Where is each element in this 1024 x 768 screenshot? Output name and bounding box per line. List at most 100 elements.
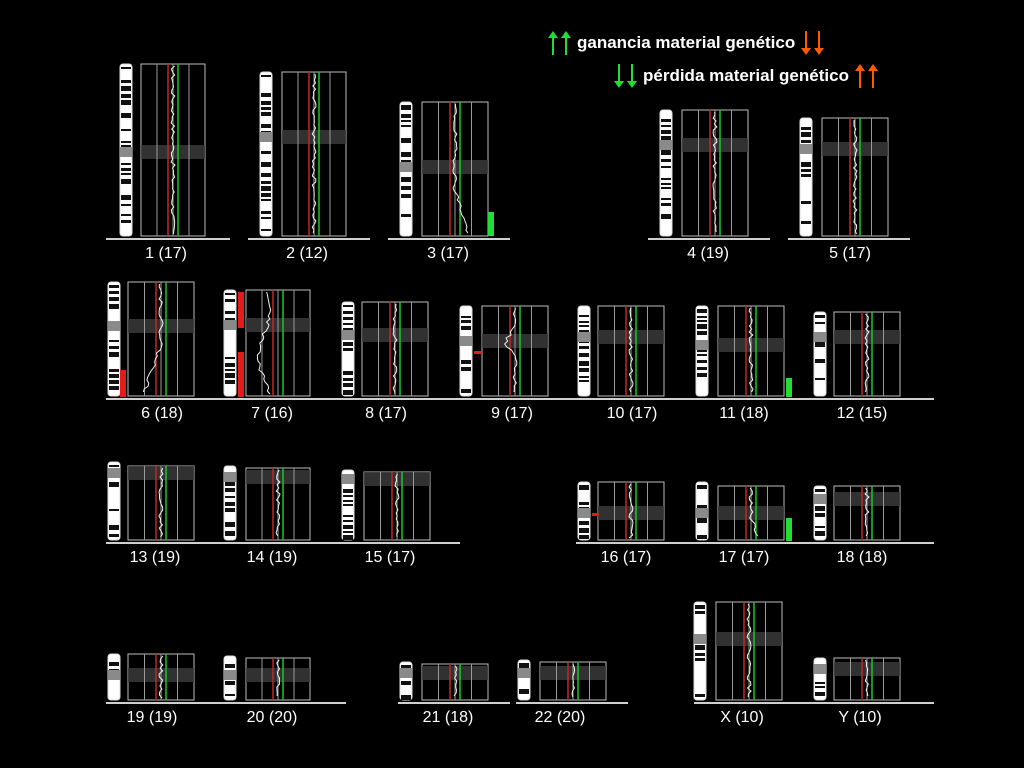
idiogram-band <box>697 373 707 377</box>
idiogram-band <box>109 380 119 384</box>
centromere <box>460 336 472 346</box>
idiogram-band <box>261 211 271 214</box>
idiogram-band <box>815 692 825 696</box>
loss-bar <box>120 370 126 397</box>
profile-trace <box>864 659 869 697</box>
idiogram-band <box>225 363 235 367</box>
idiogram-band <box>225 299 235 302</box>
idiogram-band <box>343 515 353 517</box>
idiogram-band <box>109 509 119 511</box>
idiogram-band <box>801 132 811 137</box>
idiogram-band <box>109 291 119 294</box>
profile-trace <box>170 65 176 235</box>
idiogram-band <box>695 653 705 656</box>
idiogram-band <box>343 371 353 375</box>
legend-gain: ganancia material genético <box>548 31 825 55</box>
profile-trace <box>453 665 458 697</box>
idiogram-band <box>121 67 131 69</box>
idiogram-band <box>109 340 119 342</box>
chromosome-label: X (10) <box>720 709 764 726</box>
chromosome-baseline <box>222 702 346 704</box>
idiogram-band <box>461 326 471 330</box>
idiogram <box>107 281 121 397</box>
chromosome-label: 9 (17) <box>491 405 533 422</box>
idiogram-band <box>343 489 353 493</box>
idiogram-band <box>661 150 671 155</box>
centromere <box>260 132 272 142</box>
centromere <box>224 320 236 330</box>
idiogram-band <box>343 348 353 351</box>
idiogram-band <box>343 525 353 529</box>
idiogram-band <box>401 105 411 110</box>
idiogram-band <box>579 376 589 378</box>
chromosome-baseline <box>106 702 230 704</box>
idiogram-band <box>225 380 235 384</box>
idiogram-band <box>109 304 119 309</box>
idiogram-band <box>343 317 353 320</box>
idiogram-band <box>261 229 271 231</box>
idiogram-band <box>519 689 529 694</box>
idiogram-band <box>401 177 411 182</box>
chromosome-baseline <box>248 238 370 240</box>
idiogram-band <box>121 195 131 200</box>
idiogram-band <box>661 203 671 206</box>
profile-trace <box>852 119 858 235</box>
idiogram-band <box>661 214 671 219</box>
orange-down-arrows-icon <box>801 31 825 55</box>
green-down-arrows-icon <box>614 64 637 88</box>
centromere <box>224 472 236 482</box>
centromere <box>224 670 236 680</box>
profile-trace <box>628 307 634 393</box>
idiogram-band <box>121 163 131 165</box>
centromere <box>814 332 826 342</box>
chromosome-label: 8 (17) <box>365 405 407 422</box>
idiogram-band <box>109 482 119 487</box>
idiogram-band <box>121 129 131 131</box>
profile-trace <box>748 307 754 393</box>
idiogram-band <box>401 194 411 198</box>
idiogram-band <box>401 152 411 157</box>
idiogram-band <box>661 136 671 141</box>
chromosome-label: 22 (20) <box>534 709 586 726</box>
idiogram-band <box>801 169 811 172</box>
centromere <box>800 144 812 154</box>
centromere <box>342 474 354 484</box>
centromere <box>660 140 672 150</box>
idiogram-band <box>401 186 411 190</box>
idiogram-band <box>579 353 589 357</box>
chromosome-baseline <box>388 238 510 240</box>
idiogram-band <box>815 531 825 536</box>
idiogram-band <box>343 311 353 314</box>
chromosome-baseline <box>694 702 816 704</box>
idiogram-band <box>225 694 235 696</box>
chromosome-label: 16 (17) <box>600 549 652 566</box>
gain-bar <box>786 378 792 397</box>
loss-tick <box>592 513 599 516</box>
idiogram-band <box>815 489 825 492</box>
green-up-arrows-icon <box>548 31 571 55</box>
idiogram-band <box>661 198 671 200</box>
profile-trace <box>712 111 718 233</box>
idiogram-band <box>225 502 235 506</box>
idiogram-band <box>815 359 825 363</box>
chromosome-baseline <box>694 398 816 400</box>
chromosome-baseline <box>788 238 910 240</box>
idiogram-band <box>697 505 707 508</box>
idiogram-band <box>401 681 411 685</box>
idiogram-band <box>401 125 411 127</box>
chromosome-baseline <box>106 542 230 544</box>
chromosome-baseline <box>338 542 460 544</box>
idiogram-band <box>579 521 589 525</box>
idiogram-band <box>579 502 589 505</box>
idiogram-band <box>815 686 825 688</box>
idiogram-band <box>579 368 589 372</box>
idiogram-band <box>579 535 589 539</box>
idiogram <box>577 305 591 397</box>
idiogram-band <box>109 374 119 378</box>
